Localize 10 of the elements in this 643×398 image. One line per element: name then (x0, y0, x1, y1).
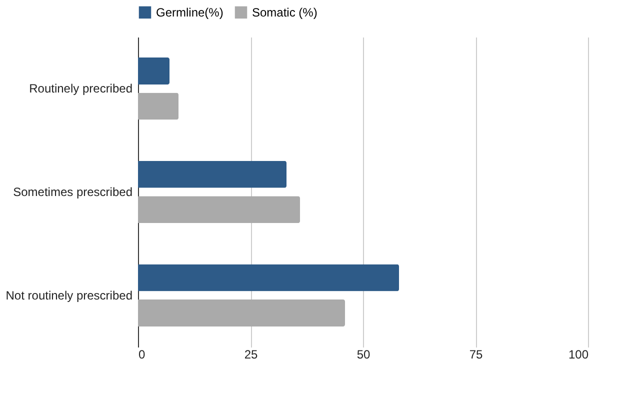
x-tick-label: 75 (469, 348, 483, 362)
legend-label: Somatic (%) (252, 5, 318, 20)
y-tick-label: Not routinely prescribed (6, 288, 132, 302)
y-tick-label: Sometimes prescribed (13, 185, 132, 199)
x-tick-label: 25 (244, 348, 258, 362)
legend-label: Germline(%) (156, 5, 224, 20)
y-tick-label: Routinely precribed (29, 82, 132, 96)
x-tick-label: 0 (138, 348, 146, 362)
x-tick-label: 50 (356, 348, 370, 362)
x-tick-label: 100 (568, 348, 589, 362)
